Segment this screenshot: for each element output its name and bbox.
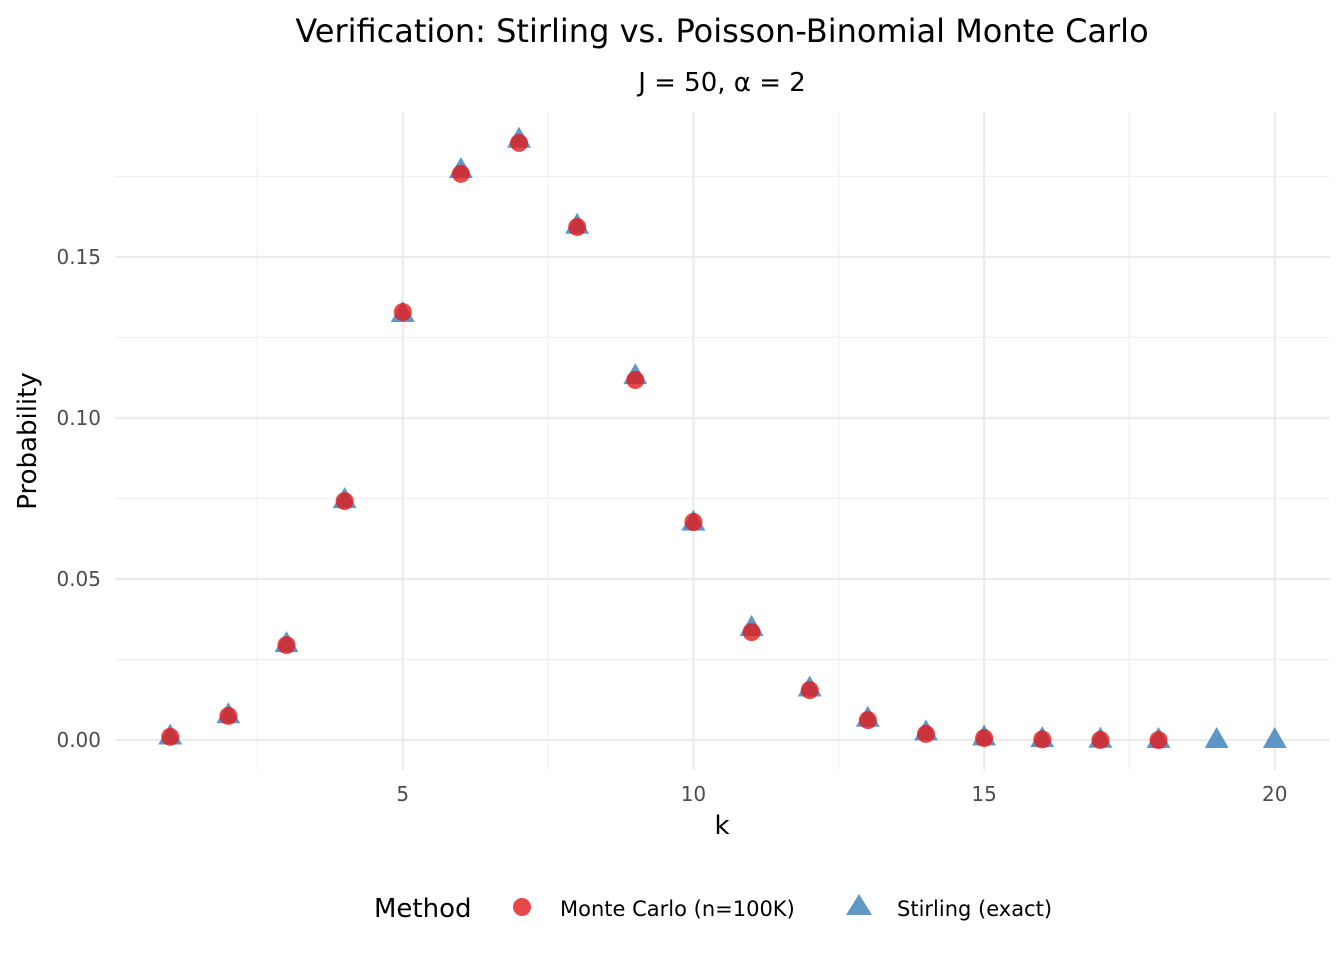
monte-carlo-point xyxy=(975,729,994,748)
monte-carlo-point xyxy=(1149,731,1168,750)
chart-title: Verification: Stirling vs. Poisson-Binom… xyxy=(295,12,1148,50)
monte-carlo-point xyxy=(393,303,412,322)
legend-key-monte-carlo xyxy=(513,898,531,916)
monte-carlo-point xyxy=(277,636,296,655)
monte-carlo-point xyxy=(626,370,645,389)
x-tick-label: 5 xyxy=(396,782,409,806)
monte-carlo-point xyxy=(800,681,819,700)
monte-carlo-point xyxy=(1091,730,1110,749)
legend-label-stirling: Stirling (exact) xyxy=(897,897,1052,921)
monte-carlo-point xyxy=(684,513,703,532)
monte-carlo-point xyxy=(568,217,587,236)
y-tick-label: 0.10 xyxy=(56,406,101,430)
y-axis-label: Probability xyxy=(13,372,43,509)
legend-label-monte-carlo: Monte Carlo (n=100K) xyxy=(560,897,795,921)
monte-carlo-point xyxy=(1033,730,1052,749)
x-tick-label: 15 xyxy=(971,782,996,806)
monte-carlo-point xyxy=(742,623,761,642)
y-tick-label: 0.05 xyxy=(56,567,101,591)
y-tick-label: 0.00 xyxy=(56,728,101,752)
stirling-point xyxy=(1262,727,1287,749)
x-axis-label: k xyxy=(714,811,729,841)
legend: Method Monte Carlo (n=100K) Stirling (ex… xyxy=(374,894,1052,924)
monte-carlo-point xyxy=(858,711,877,730)
data-marks xyxy=(158,126,1287,750)
legend-title: Method xyxy=(374,894,472,924)
monte-carlo-point xyxy=(916,724,935,743)
monte-carlo-point xyxy=(219,706,238,725)
monte-carlo-point xyxy=(451,164,470,183)
grid xyxy=(115,112,1330,770)
monte-carlo-point xyxy=(510,133,529,152)
x-tick-label: 20 xyxy=(1262,782,1287,806)
monte-carlo-point xyxy=(161,727,180,746)
chart-subtitle: J = 50, α = 2 xyxy=(636,68,806,98)
monte-carlo-point xyxy=(335,492,354,511)
x-tick-label: 10 xyxy=(681,782,706,806)
tick-labels: 5 10 15 20 0.00 0.05 0.10 0.15 xyxy=(56,245,1287,806)
stirling-point xyxy=(1204,727,1229,749)
y-tick-label: 0.15 xyxy=(56,245,101,269)
legend-key-stirling xyxy=(846,894,872,915)
